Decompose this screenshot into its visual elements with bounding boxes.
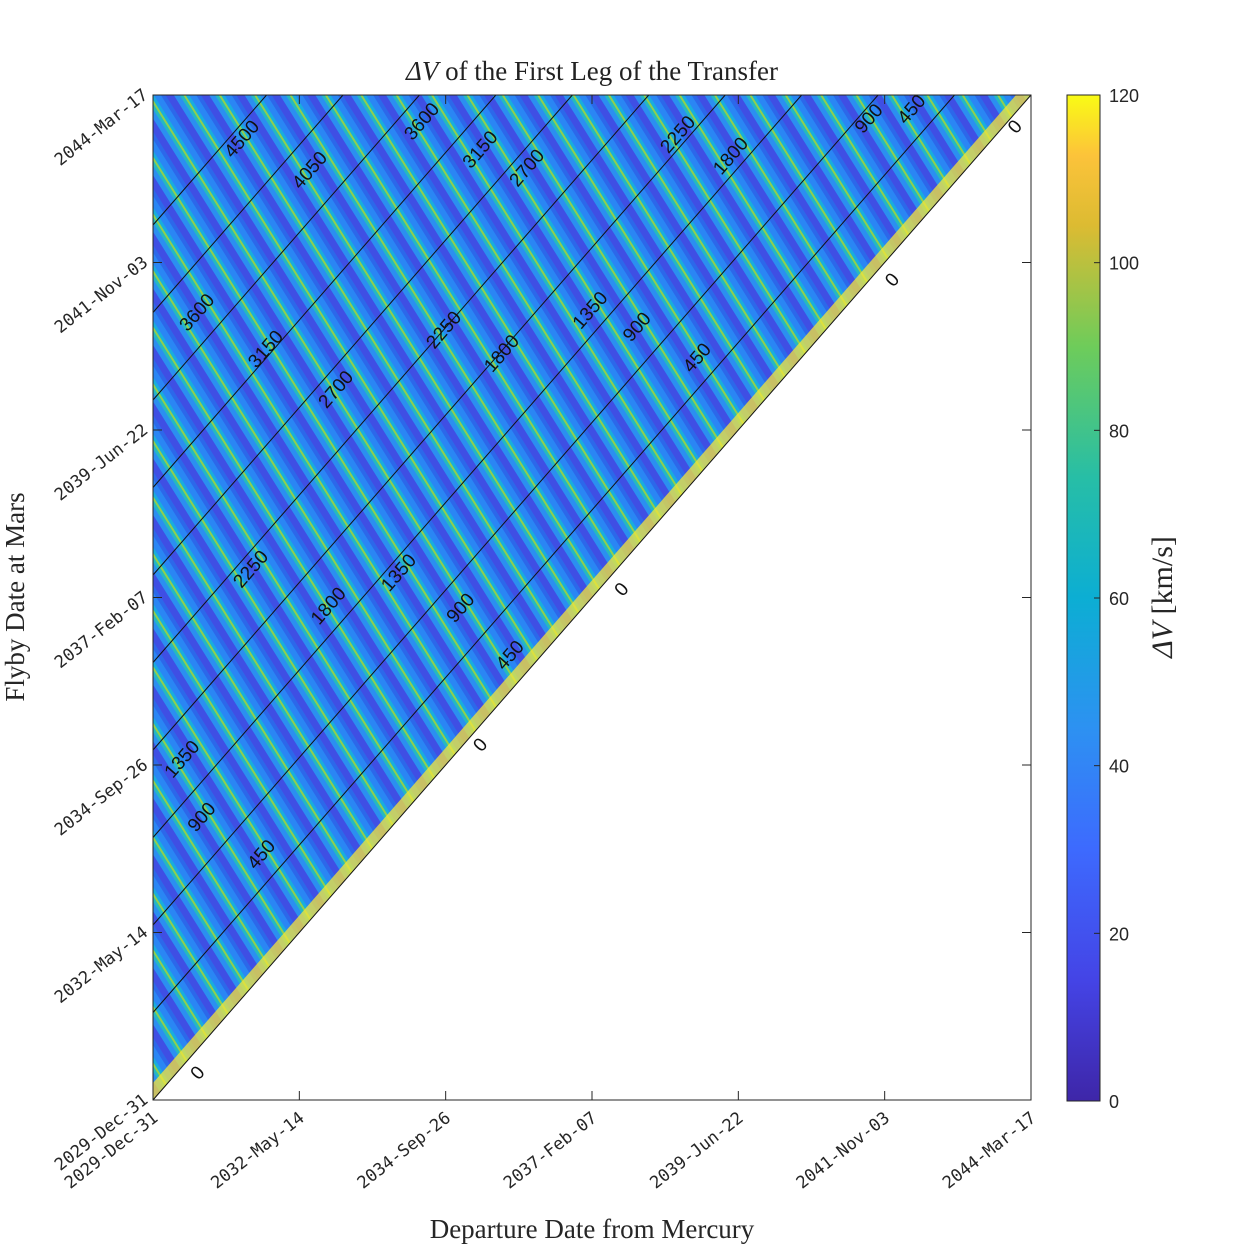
- title-text: of the First Leg of the Transfer: [438, 56, 778, 86]
- contour-line: [152, 94, 879, 926]
- x-axis-label: Departure Date from Mercury: [430, 1214, 755, 1244]
- contour-lines: [152, 94, 1032, 1101]
- y-tick-label: 2039-Jun-22: [51, 420, 152, 505]
- y-tick-label: 2034-Sep-26: [51, 755, 152, 840]
- contour-line: [152, 94, 497, 488]
- colorbar-tick-label: 80: [1109, 421, 1129, 441]
- colorbar-ticks: 0 20 40 60 80 100 120: [1094, 86, 1139, 1112]
- contour-line: [152, 94, 267, 226]
- x-tick-label: 2041-Nov-03: [793, 1108, 894, 1193]
- contour-line: [152, 94, 955, 1013]
- colorbar-tick-label: 40: [1109, 757, 1129, 777]
- x-tick-label: 2034-Sep-26: [354, 1108, 455, 1193]
- colorbar-tick-label: 120: [1109, 86, 1139, 106]
- contour-label-group: 0: [469, 734, 492, 756]
- y-tick-label: 2041-Nov-03: [51, 253, 152, 338]
- x-tick-label: 2037-Feb-07: [500, 1108, 601, 1193]
- chart-title: ΔV of the First Leg of the Transfer: [405, 56, 778, 86]
- contour-line: [152, 94, 1032, 1101]
- contour-label-group: 0: [187, 1062, 210, 1084]
- colorbar-label-unit: [km/s]: [1146, 536, 1179, 614]
- contour-label-group: 0: [1004, 116, 1027, 138]
- y-axis-label: Flyby Date at Mars: [0, 492, 30, 701]
- x-tick-label: 2044-Mar-17: [939, 1108, 1040, 1193]
- colorbar-tick-label: 20: [1109, 924, 1129, 944]
- contour-line: [152, 94, 344, 313]
- colorbar-label: ΔV [km/s]: [1146, 536, 1179, 659]
- colorbar-tick-label: 100: [1109, 254, 1139, 274]
- contour-line: [152, 94, 573, 576]
- contour-label-group: 0: [881, 269, 904, 291]
- title-symbol: ΔV: [405, 56, 442, 86]
- y-tick-label: 2037-Feb-07: [51, 588, 152, 673]
- x-tick-label: 2032-May-14: [207, 1108, 308, 1193]
- contour-line: [152, 94, 420, 401]
- contour-line: [152, 94, 650, 663]
- contour-line: [152, 94, 803, 838]
- colorbar-tick-label: 60: [1109, 589, 1129, 609]
- contour-line: [152, 94, 726, 751]
- y-tick-label: 2032-May-14: [51, 923, 152, 1008]
- colorbar-label-symbol: ΔV: [1146, 618, 1179, 659]
- contour-label-group: 0: [611, 579, 634, 601]
- y-tick-label: 2044-Mar-17: [51, 85, 152, 170]
- x-tick-label: 2039-Jun-22: [646, 1108, 747, 1193]
- colorbar-tick-label: 0: [1109, 1092, 1119, 1112]
